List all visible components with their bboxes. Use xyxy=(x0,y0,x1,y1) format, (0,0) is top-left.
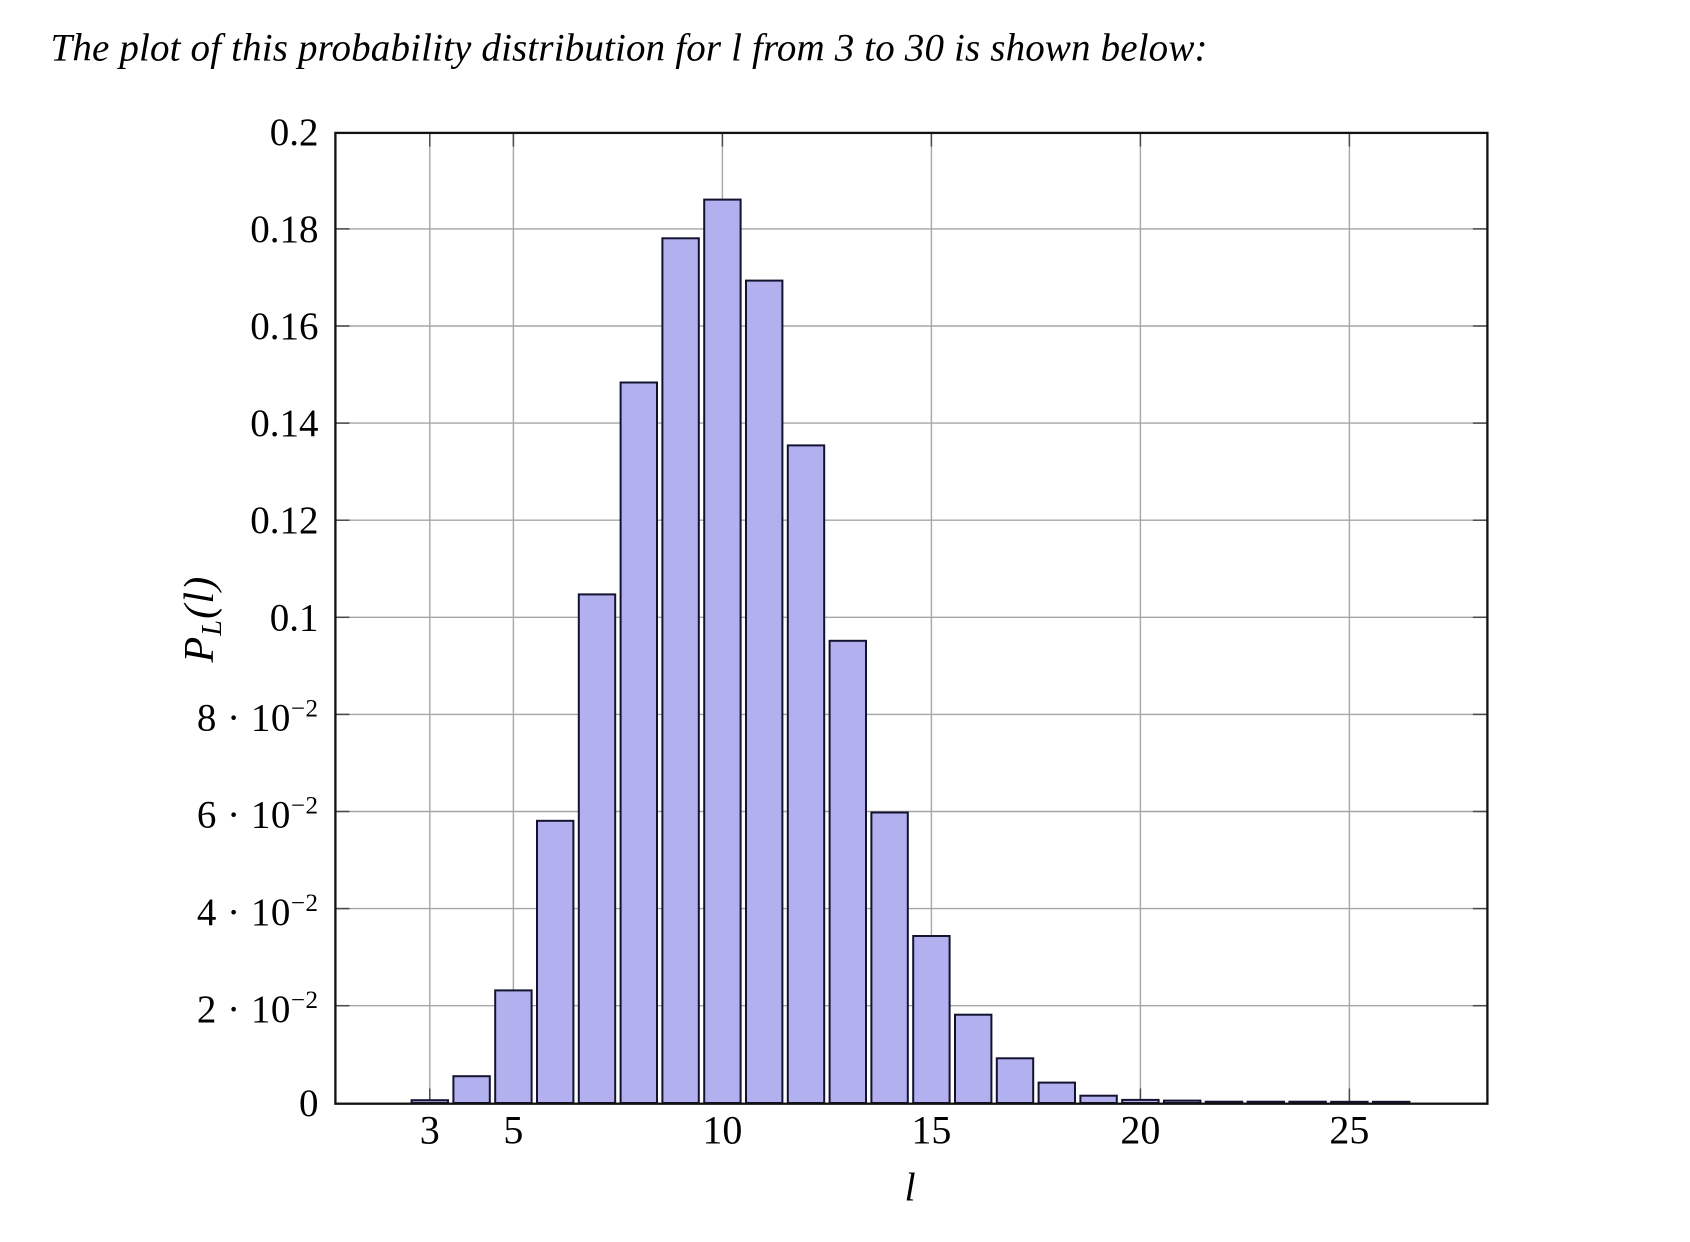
svg-text:0.2: 0.2 xyxy=(270,111,319,154)
svg-text:PL(l): PL(l) xyxy=(177,576,228,664)
svg-text:4 · 10−2: 4 · 10−2 xyxy=(197,890,319,934)
svg-text:10: 10 xyxy=(702,1108,742,1153)
svg-text:0.14: 0.14 xyxy=(250,402,318,445)
svg-text:0: 0 xyxy=(299,1082,319,1125)
svg-text:25: 25 xyxy=(1329,1108,1369,1153)
svg-text:20: 20 xyxy=(1120,1108,1160,1153)
svg-text:0.12: 0.12 xyxy=(250,499,318,542)
svg-text:5: 5 xyxy=(503,1108,523,1153)
svg-text:0.1: 0.1 xyxy=(270,596,319,639)
svg-text:0.18: 0.18 xyxy=(250,208,318,251)
svg-text:0.16: 0.16 xyxy=(250,305,318,348)
svg-text:3: 3 xyxy=(420,1108,440,1153)
svg-text:The plot of this probability d: The plot of this probability distributio… xyxy=(51,27,1208,70)
svg-text:l: l xyxy=(904,1165,915,1210)
svg-text:15: 15 xyxy=(911,1108,951,1153)
